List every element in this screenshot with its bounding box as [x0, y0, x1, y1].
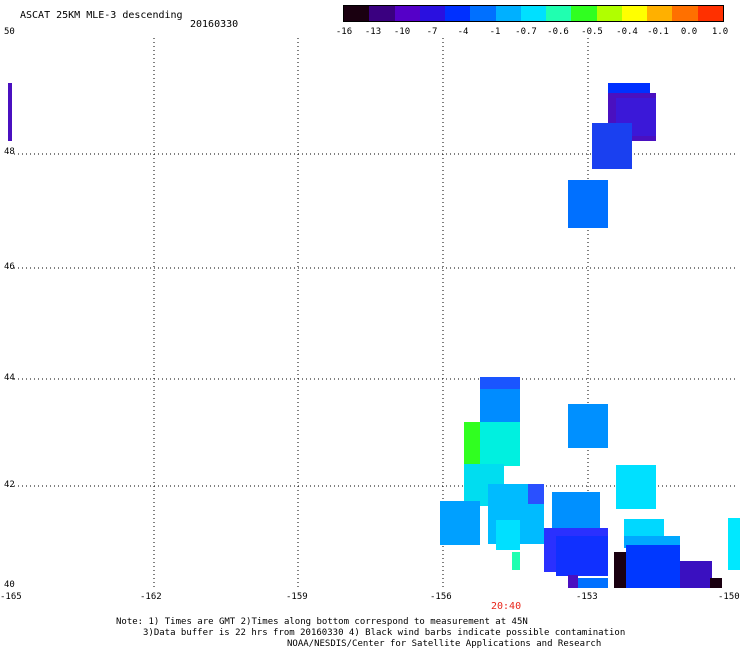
data-cell — [624, 519, 664, 537]
lat-label-48: 48 — [4, 147, 15, 157]
data-cell — [528, 484, 544, 504]
lon-label-153: -153 — [576, 592, 598, 602]
data-cell — [710, 578, 722, 588]
colorbar-segment — [697, 6, 723, 21]
note-line-3: NOAA/NESDIS/Center for Satellite Applica… — [287, 639, 602, 649]
colorbar-segment — [596, 6, 622, 21]
lon-label-150: -150 — [718, 592, 740, 602]
colorbar-label: -0.4 — [616, 27, 638, 37]
colorbar-label: -4 — [457, 27, 469, 37]
colorbar-label: 0.0 — [680, 27, 698, 37]
note-line-1: Note: 1) Times are GMT 2)Times along bot… — [116, 617, 528, 627]
product-title: ASCAT 25KM MLE-3 descending — [20, 10, 183, 21]
lon-label-156: -156 — [430, 592, 452, 602]
lat-label-40: 40 — [4, 580, 15, 590]
data-cell — [608, 83, 650, 95]
data-cell — [568, 180, 608, 228]
data-cells — [440, 83, 740, 588]
lat-label-44: 44 — [4, 373, 15, 383]
data-cell — [464, 422, 480, 464]
data-cell — [556, 536, 608, 576]
colorbar — [343, 5, 724, 22]
lon-label-159: -159 — [286, 592, 308, 602]
colorbar-segment — [470, 6, 496, 21]
lat-label-46: 46 — [4, 262, 15, 272]
data-cell — [592, 123, 632, 169]
data-cell — [480, 389, 520, 423]
colorbar-label: -7 — [426, 27, 438, 37]
colorbar-label: -0.7 — [515, 27, 537, 37]
legend-swatch — [8, 83, 12, 141]
colorbar-labels: -16 -13 -10 -7 -4 -1 -0.7 -0.6 -0.5 -0.4 -0.1 0.0 1.… — [330, 27, 730, 39]
colorbar-segment — [621, 6, 648, 21]
colorbar-label: -0.6 — [547, 27, 569, 37]
colorbar-label: 1.0 — [711, 27, 729, 37]
lat-label-50: 50 — [4, 27, 15, 37]
colorbar-segment — [344, 6, 370, 21]
colorbar-segment — [445, 6, 471, 21]
colorbar-segment — [546, 6, 572, 21]
colorbar-segment — [419, 6, 446, 21]
colorbar-label: -10 — [393, 27, 411, 37]
data-cell — [440, 501, 480, 545]
colorbar-segment — [369, 6, 395, 21]
colorbar-segment — [672, 6, 698, 21]
colorbar-segment — [647, 6, 673, 21]
colorbar-label: -1 — [489, 27, 501, 37]
data-cell — [496, 520, 520, 550]
note-line-2: 3)Data buffer is 22 hrs from 20160330 4)… — [143, 628, 626, 638]
data-cell — [578, 578, 608, 588]
data-cell — [568, 575, 578, 588]
data-cell — [680, 561, 712, 588]
data-cell — [480, 422, 520, 466]
lat-label-42: 42 — [4, 480, 15, 490]
data-cell — [616, 465, 656, 509]
lon-label-165: -165 — [0, 592, 22, 602]
colorbar-label: -0.5 — [581, 27, 603, 37]
data-cell — [480, 377, 520, 391]
colorbar-segment — [571, 6, 597, 21]
colorbar-segment — [495, 6, 521, 21]
graticule — [14, 38, 736, 588]
colorbar-label: -0.1 — [647, 27, 669, 37]
colorbar-label: -16 — [335, 27, 353, 37]
data-cell — [568, 404, 608, 448]
data-cell — [728, 518, 740, 570]
colorbar-segment — [394, 6, 420, 21]
lon-label-162: -162 — [140, 592, 162, 602]
colorbar-label: -13 — [364, 27, 382, 37]
colorbar-segment — [520, 6, 547, 21]
data-cell — [626, 545, 680, 588]
pass-time: 20:40 — [491, 601, 522, 612]
product-date: 20160330 — [190, 19, 239, 30]
data-cell — [512, 552, 520, 570]
data-cell — [614, 552, 626, 588]
